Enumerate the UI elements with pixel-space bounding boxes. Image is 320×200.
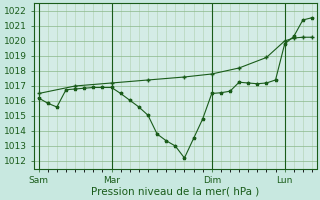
X-axis label: Pression niveau de la mer( hPa ): Pression niveau de la mer( hPa ): [91, 187, 260, 197]
